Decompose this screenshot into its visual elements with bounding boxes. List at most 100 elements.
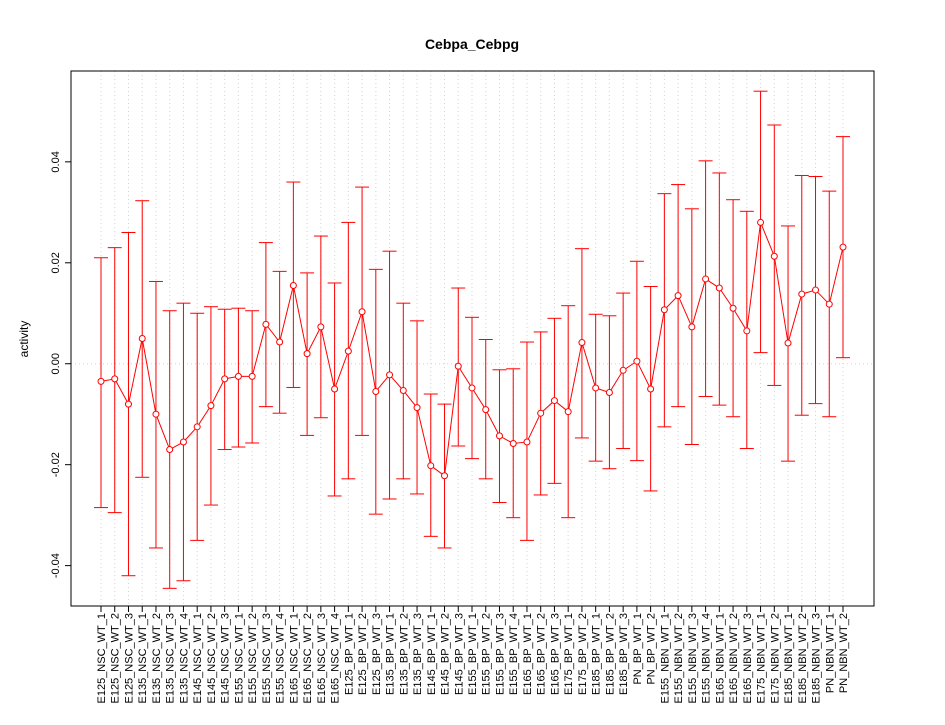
data-point — [743, 327, 751, 335]
data-point — [619, 366, 627, 374]
x-tick-label: E135_BP_WT_2 — [398, 613, 410, 695]
x-tick-label: E155_NSC_WT_3 — [261, 613, 273, 704]
y-axis-label: activity — [17, 321, 31, 358]
data-point — [303, 350, 311, 358]
data-point — [372, 387, 380, 395]
series-layer — [94, 90, 850, 589]
data-point — [812, 286, 820, 294]
x-tick-label: E145_BP_WT_1 — [426, 613, 438, 695]
x-tick-label: E135_NSC_WT_1 — [137, 613, 149, 704]
x-tick-label: E135_NSC_WT_3 — [165, 613, 177, 704]
data-point — [523, 438, 531, 446]
data-point — [289, 282, 297, 290]
data-point — [386, 371, 394, 379]
x-tick-label: E175_BP_WT_1 — [563, 613, 575, 695]
data-point — [633, 357, 641, 365]
data-point — [784, 339, 792, 347]
x-tick-label: E125_NSC_WT_2 — [110, 613, 122, 704]
data-point — [97, 377, 105, 385]
x-tick-label: E135_NSC_WT_2 — [151, 613, 163, 704]
data-point — [221, 375, 229, 383]
x-tick-label: E165_NBN_WT_1 — [714, 613, 726, 704]
x-tick-label: E165_NSC_WT_3 — [316, 613, 328, 704]
x-tick-label: E185_BP_WT_1 — [591, 613, 603, 695]
x-tick-label: E155_NBN_WT_4 — [701, 613, 713, 704]
data-point — [757, 218, 765, 226]
chart-title: Cebpa_Cebpg — [425, 36, 519, 52]
data-point — [234, 372, 242, 380]
x-tick-label: E185_NBN_WT_3 — [811, 613, 823, 704]
data-point — [193, 423, 201, 431]
x-tick-label: E165_BP_WT_3 — [549, 613, 561, 695]
x-tick-label: E125_BP_WT_3 — [371, 613, 383, 695]
data-point — [111, 375, 119, 383]
x-tick-label: E175_BP_WT_2 — [577, 613, 589, 695]
x-tick-label: E185_NBN_WT_2 — [797, 613, 809, 704]
x-tick-label: E145_NSC_WT_2 — [206, 613, 218, 704]
x-tick-label: E145_BP_WT_2 — [440, 613, 452, 695]
x-tick-label: E185_BP_WT_2 — [604, 613, 616, 695]
x-tick-label: E155_NBN_WT_2 — [673, 613, 685, 704]
data-point — [207, 402, 215, 410]
x-tick-label: E165_NBN_WT_3 — [742, 613, 754, 704]
x-tick-label: E185_NBN_WT_1 — [783, 613, 795, 704]
y-tick-label: 0.04 — [50, 151, 62, 172]
data-point — [839, 243, 847, 251]
x-tick-label: E165_NSC_WT_4 — [330, 613, 342, 704]
x-tick-label: E145_NSC_WT_1 — [192, 613, 204, 704]
x-axis: E125_NSC_WT_1 E125_NSC_WT_2 E125_NSC_WT_3 E… — [96, 606, 850, 704]
data-point — [248, 372, 256, 380]
data-point — [468, 384, 476, 392]
x-tick-label: E145_BP_WT_3 — [453, 613, 465, 695]
x-tick-label: E155_NBN_WT_1 — [659, 613, 671, 704]
x-tick-label: E135_BP_WT_3 — [412, 613, 424, 695]
data-point — [441, 472, 449, 480]
plot-frame — [70, 70, 875, 607]
x-tick-label: E155_NSC_WT_2 — [247, 613, 259, 704]
data-point — [399, 386, 407, 394]
x-tick-label: E155_BP_WT_3 — [494, 613, 506, 695]
y-axis: -0.04 -0.02 0.00 0.02 0.04 — [50, 151, 71, 578]
data-point — [798, 290, 806, 298]
x-tick-label: PN_NBN_WT_2 — [838, 613, 850, 693]
x-tick-label: E175_NBN_WT_1 — [756, 613, 768, 704]
data-point — [495, 432, 503, 440]
data-point — [550, 397, 558, 405]
data-point — [427, 462, 435, 470]
x-tick-label: PN_BP_WT_2 — [646, 613, 658, 685]
data-point — [331, 385, 339, 393]
x-tick-label: E175_NBN_WT_2 — [769, 613, 781, 704]
x-tick-label: E135_BP_WT_1 — [385, 613, 397, 695]
x-tick-label: E165_NSC_WT_1 — [288, 613, 300, 704]
y-tick-label: 0.02 — [50, 252, 62, 273]
data-point — [179, 438, 187, 446]
y-tick-label: -0.04 — [50, 553, 62, 578]
data-point — [262, 320, 270, 328]
x-tick-label: E165_NBN_WT_2 — [728, 613, 740, 704]
y-tick-label: -0.02 — [50, 452, 62, 477]
x-tick-label: E155_NBN_WT_3 — [687, 613, 699, 704]
x-tick-label: E185_BP_WT_3 — [618, 613, 630, 695]
x-tick-label: E165_BP_WT_1 — [522, 613, 534, 695]
x-tick-label: E125_BP_WT_2 — [357, 613, 369, 695]
x-tick-label: PN_BP_WT_1 — [632, 613, 644, 685]
x-tick-label: E155_BP_WT_2 — [481, 613, 493, 695]
x-tick-label: E135_NSC_WT_4 — [178, 613, 190, 704]
data-point — [509, 439, 517, 447]
x-tick-label: E125_BP_WT_1 — [343, 613, 355, 695]
data-point — [770, 252, 778, 260]
data-point — [454, 362, 462, 370]
x-tick-label: E155_BP_WT_4 — [508, 613, 520, 695]
data-point — [152, 410, 160, 418]
data-point — [564, 408, 572, 416]
data-point — [660, 306, 668, 314]
data-point — [729, 304, 737, 312]
data-point — [344, 347, 352, 355]
data-point — [715, 284, 723, 292]
x-tick-label: E125_NSC_WT_3 — [123, 613, 135, 704]
data-point — [605, 389, 613, 397]
data-point — [647, 385, 655, 393]
data-point — [578, 339, 586, 347]
